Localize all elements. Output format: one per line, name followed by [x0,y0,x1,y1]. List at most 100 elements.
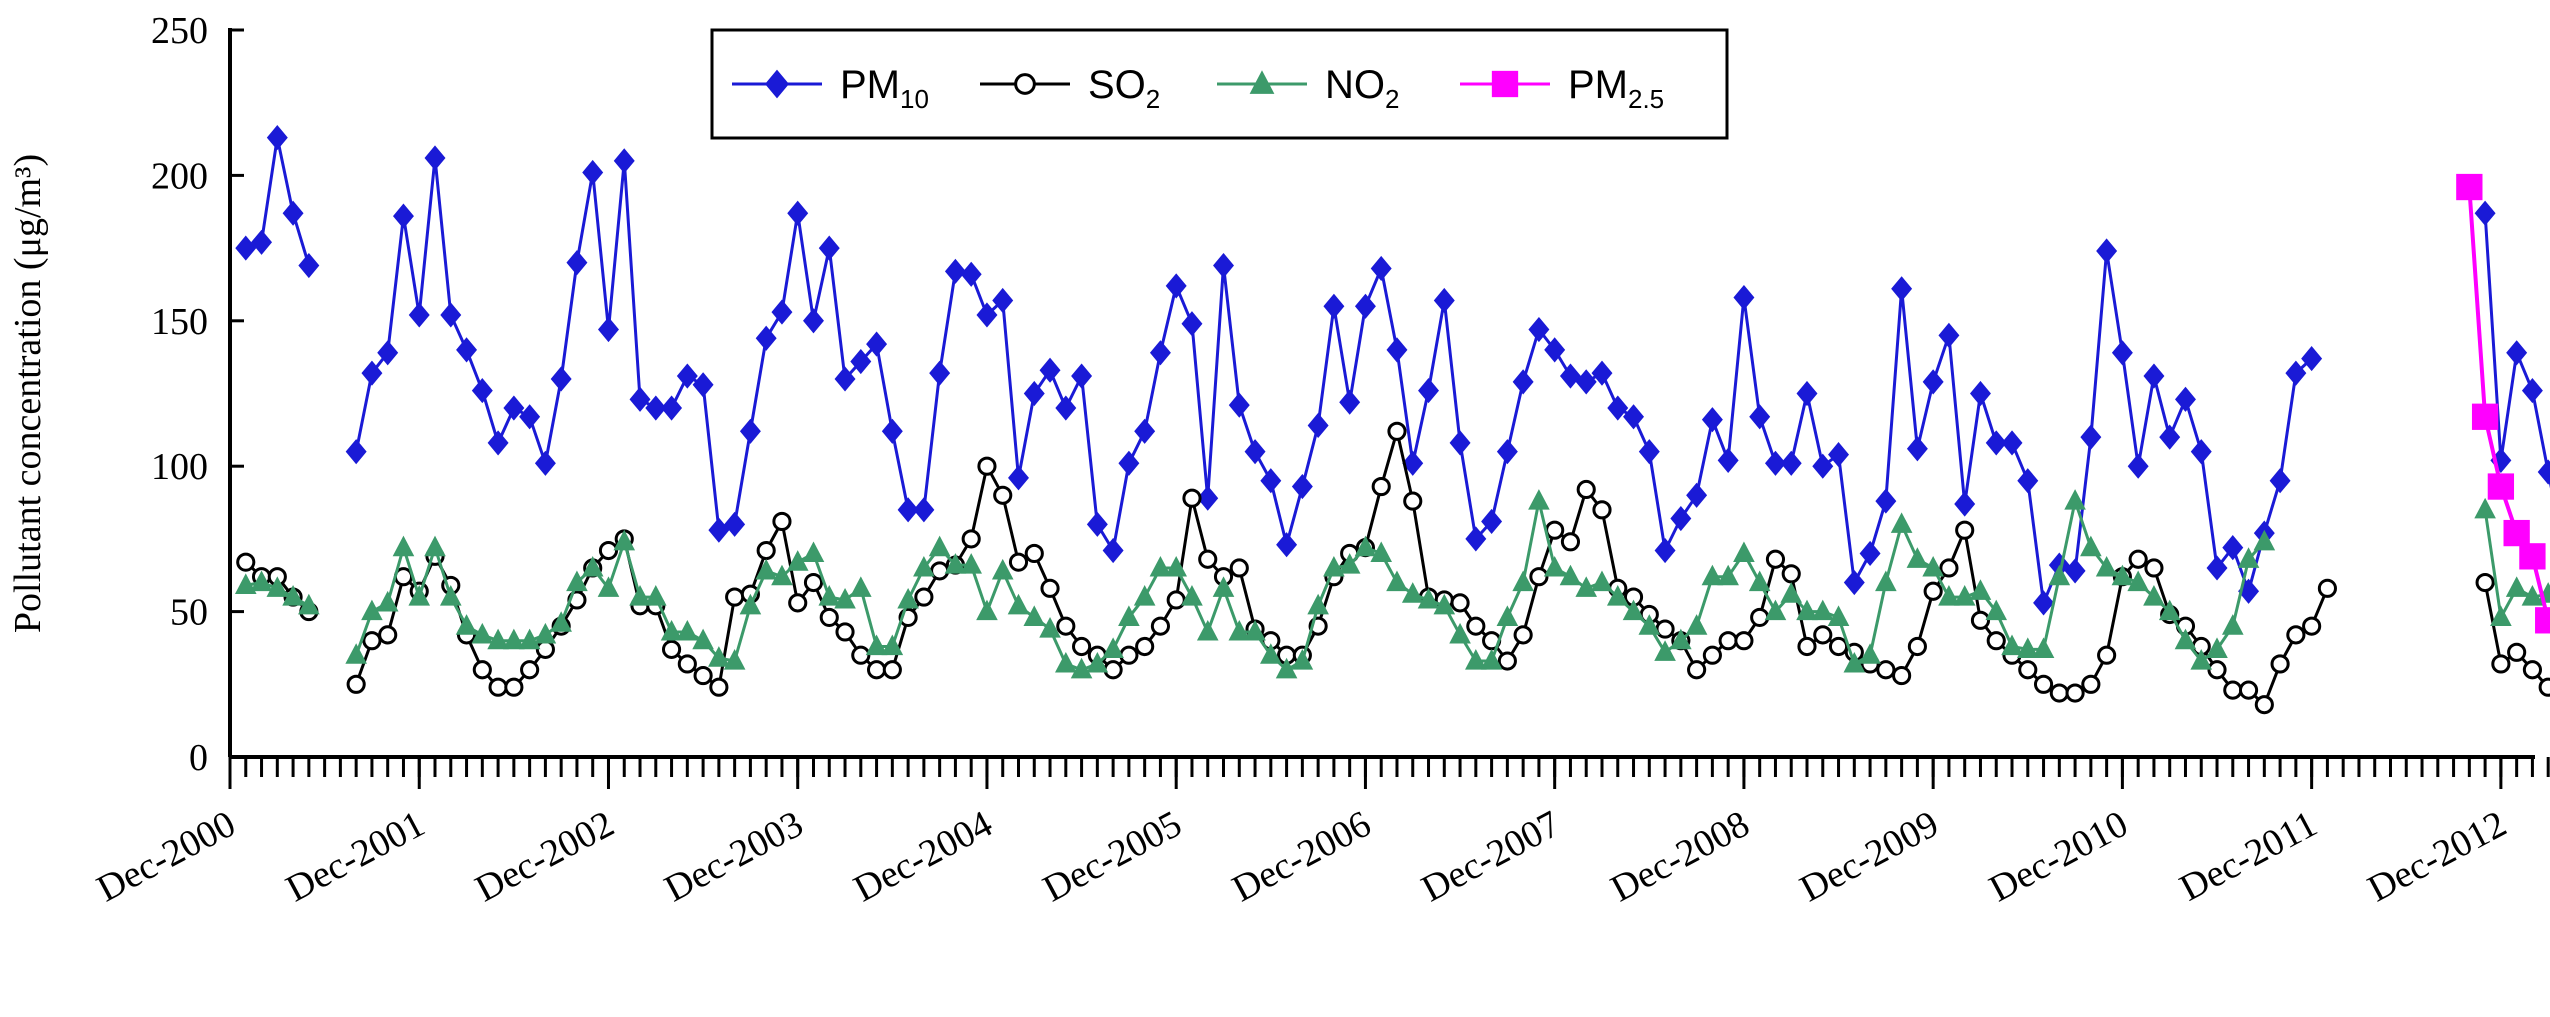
data-point-pm10 [1165,273,1187,299]
data-point-pm10 [377,340,399,366]
data-point-pm10 [1323,293,1345,319]
data-point-no2 [1733,541,1755,563]
data-point-pm10 [1954,491,1976,517]
legend-marker-pm25 [1491,70,1519,98]
data-point-no2 [1370,541,1393,563]
data-point-pm10 [1307,412,1329,439]
data-point-so2 [2097,645,2117,665]
data-point-no2 [2206,637,2228,658]
data-point-pm10 [2269,468,2291,494]
data-point-pm10 [1780,450,1802,476]
data-point-no2 [1591,570,1613,592]
data-point-no2 [849,576,872,597]
data-point-pm10 [645,395,667,421]
data-point-pm10 [1623,404,1645,430]
legend-marker-no2 [1249,70,1275,94]
data-point-pm10 [1891,276,1913,302]
legend-marker-so2 [1014,73,1036,95]
data-point-pm10 [2285,360,2307,386]
data-point-pm10 [1402,450,1424,476]
axes: 0 50 100 150 200 250 Pollutant concentration (… [7,10,2550,910]
data-point-pm10 [1764,450,1786,476]
data-point-pm10 [1717,447,1739,473]
data-point-no2 [786,550,809,571]
data-point-no2 [1575,576,1598,597]
data-point-no2 [660,619,683,641]
data-point-pm10 [534,450,556,476]
data-point-so2 [835,622,855,642]
data-point-so2 [378,625,398,645]
data-point-pm10 [1575,369,1597,395]
data-point-pm10 [456,337,478,363]
data-point-no2 [439,585,462,606]
data-point-no2 [1244,619,1266,641]
data-point-pm10 [2111,340,2133,366]
data-point-no2 [487,628,509,650]
data-point-pm10 [1102,537,1124,564]
data-point-pm10 [2175,386,2196,412]
data-point-so2 [472,660,492,680]
data-point-pm10 [1228,392,1250,418]
y-axis-title: Pollutant concentration (μg/m³) [7,154,49,633]
data-point-so2 [1229,558,1249,578]
y-tick-label: 0 [189,737,208,779]
x-tick-label: Dec-2000 [90,803,242,910]
data-point-no2 [818,585,841,606]
data-point-so2 [819,607,839,627]
data-point-so2 [1970,610,1991,630]
data-point-no2 [613,529,636,551]
data-point-no2 [1875,570,1897,592]
legend-entry-so2: SO2 [980,63,1160,114]
data-point-pm25 [2503,519,2530,547]
data-point-pm10 [2033,590,2055,616]
data-point-pm10 [1591,360,1613,386]
data-point-so2 [504,677,524,697]
data-point-pm10 [661,395,683,421]
data-point-pm10 [503,395,525,421]
data-point-pm10 [487,430,509,456]
data-point-pm10 [2206,555,2228,581]
data-point-pm25 [2456,173,2483,201]
x-tick-label: Dec-2002 [469,803,621,910]
x-tick-label: Dec-2004 [847,803,999,910]
data-point-no2 [881,634,904,656]
data-point-no2 [408,585,431,606]
data-point-no2 [1969,579,1992,600]
data-point-so2 [1497,651,1517,671]
data-point-pm10 [629,386,651,412]
data-point-so2 [709,677,729,697]
data-point-pm10 [1465,526,1487,552]
data-point-no2 [1291,649,1314,670]
data-point-no2 [2127,570,2149,592]
data-point-no2 [534,622,557,644]
data-point-pm10 [1291,473,1313,500]
data-point-pm10 [692,372,714,398]
data-point-no2 [897,587,919,609]
data-point-no2 [1338,553,1361,574]
data-point-no2 [1717,564,1739,586]
data-point-pm10 [676,363,698,389]
data-point-so2 [535,639,555,659]
data-point-pm10 [1985,430,2007,456]
data-point-no2 [723,649,746,670]
data-point-pm10 [960,261,982,287]
data-point-pm10 [929,360,951,386]
data-point-pm10 [1433,287,1455,314]
data-point-no2 [1307,593,1329,615]
data-point-pm10 [2301,346,2323,372]
data-point-pm10 [881,418,903,444]
data-point-pm10 [913,497,935,523]
data-point-no2 [1007,593,1030,615]
data-point-pm10 [1859,540,1881,567]
data-point-so2 [1939,558,1959,578]
data-point-so2 [1450,593,1470,613]
x-tick-label: Dec-2003 [658,803,810,910]
series-line-pm10 [2483,213,2550,489]
data-point-pm10 [1449,430,1471,456]
data-point-so2 [2286,625,2306,645]
data-point-so2 [2507,642,2527,662]
data-point-no2 [1449,622,1471,644]
data-point-no2 [550,611,572,632]
data-point-pm10 [1134,418,1156,444]
data-point-no2 [392,535,415,557]
